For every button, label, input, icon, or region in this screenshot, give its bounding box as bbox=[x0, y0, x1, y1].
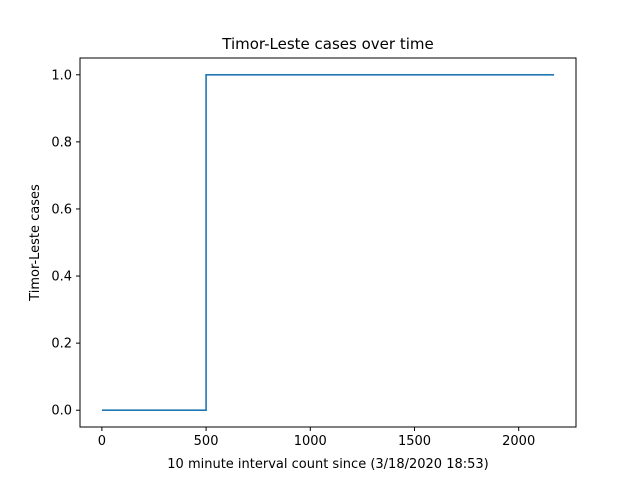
x-axis-ticks: 0 500 1000 1500 2000 bbox=[98, 427, 535, 449]
x-axis-title: 10 minute interval count since (3/18/202… bbox=[167, 457, 488, 472]
y-axis-title: Timor-Leste cases bbox=[28, 184, 43, 302]
chart-title: Timor-Leste cases over time bbox=[221, 35, 433, 53]
x-tick-label: 1000 bbox=[294, 434, 327, 449]
x-tick-label: 500 bbox=[194, 434, 219, 449]
x-tick-label: 0 bbox=[98, 434, 106, 449]
y-tick-label: 0.8 bbox=[51, 135, 72, 150]
y-tick-label: 0.0 bbox=[51, 404, 72, 419]
axes-frame bbox=[79, 57, 577, 428]
plot-area: 0 500 1000 1500 2000 0.0 0.2 0.4 0.6 0.8 1.0 bbox=[51, 57, 577, 449]
series-layer bbox=[101, 73, 555, 412]
y-tick-label: 0.4 bbox=[51, 270, 72, 285]
series-line bbox=[101, 73, 555, 412]
y-tick-label: 0.2 bbox=[51, 337, 72, 352]
y-axis-ticks: 0.0 0.2 0.4 0.6 0.8 1.0 bbox=[51, 68, 80, 419]
y-tick-label: 0.6 bbox=[51, 202, 72, 217]
x-tick-label: 1500 bbox=[398, 434, 431, 449]
y-tick-label: 1.0 bbox=[51, 68, 72, 83]
x-tick-label: 2000 bbox=[502, 434, 535, 449]
